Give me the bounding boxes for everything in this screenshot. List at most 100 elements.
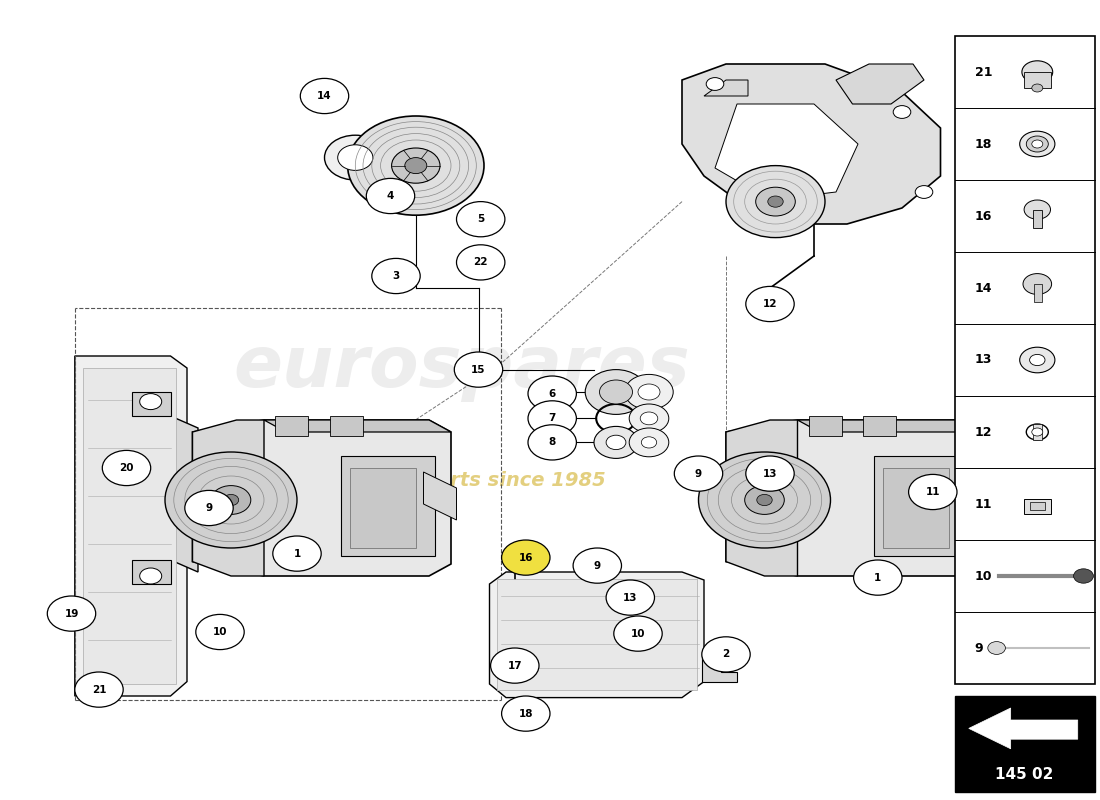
Text: 18: 18 <box>975 138 992 150</box>
Polygon shape <box>836 64 924 104</box>
Text: 13: 13 <box>975 354 992 366</box>
Polygon shape <box>715 104 858 200</box>
Circle shape <box>348 116 484 215</box>
Circle shape <box>629 404 669 433</box>
Text: 14: 14 <box>975 282 992 294</box>
Circle shape <box>1032 84 1043 92</box>
Circle shape <box>629 428 669 457</box>
Text: 10: 10 <box>212 627 228 637</box>
Text: 21: 21 <box>91 685 107 694</box>
Circle shape <box>1020 131 1055 157</box>
Text: 9: 9 <box>695 469 702 478</box>
Circle shape <box>1026 136 1048 152</box>
Circle shape <box>273 536 321 571</box>
Circle shape <box>392 148 440 183</box>
Bar <box>350 468 416 548</box>
Circle shape <box>698 452 830 548</box>
Bar <box>275 416 308 436</box>
Polygon shape <box>726 420 984 576</box>
Circle shape <box>372 258 420 294</box>
Circle shape <box>300 78 349 114</box>
Text: 2: 2 <box>723 650 729 659</box>
Circle shape <box>528 376 576 411</box>
Circle shape <box>366 178 415 214</box>
Bar <box>497 579 697 690</box>
Polygon shape <box>957 472 990 520</box>
Circle shape <box>600 380 632 404</box>
Circle shape <box>1030 354 1045 366</box>
Text: 4: 4 <box>387 191 394 201</box>
Circle shape <box>1032 428 1043 436</box>
Polygon shape <box>75 356 187 696</box>
Circle shape <box>756 187 795 216</box>
Text: 1: 1 <box>874 573 881 582</box>
Polygon shape <box>192 420 264 576</box>
Circle shape <box>75 672 123 707</box>
Polygon shape <box>798 420 984 432</box>
Bar <box>864 416 896 436</box>
Bar <box>1024 72 1050 88</box>
Polygon shape <box>192 420 451 576</box>
Polygon shape <box>490 572 704 698</box>
Circle shape <box>757 494 772 506</box>
Circle shape <box>502 696 550 731</box>
Bar <box>955 36 1094 684</box>
Bar <box>1033 424 1042 440</box>
Circle shape <box>594 426 638 458</box>
Polygon shape <box>726 420 798 576</box>
Text: 19: 19 <box>64 609 79 618</box>
Polygon shape <box>264 420 451 432</box>
Text: 6: 6 <box>549 389 556 398</box>
Circle shape <box>585 370 647 414</box>
Polygon shape <box>702 654 737 682</box>
Text: 7: 7 <box>549 414 556 423</box>
Circle shape <box>893 106 911 118</box>
Circle shape <box>674 456 723 491</box>
Text: 13: 13 <box>623 593 638 602</box>
Text: 8: 8 <box>549 438 556 447</box>
Bar <box>82 368 176 684</box>
Circle shape <box>726 166 825 238</box>
Bar <box>1034 284 1042 302</box>
Text: 9: 9 <box>594 561 601 570</box>
Circle shape <box>746 456 794 491</box>
Text: 22: 22 <box>473 258 488 267</box>
Text: 18: 18 <box>518 709 534 718</box>
Bar <box>808 416 842 436</box>
Circle shape <box>573 548 622 583</box>
Circle shape <box>1020 347 1055 373</box>
Text: 16: 16 <box>975 210 992 222</box>
Circle shape <box>1024 200 1050 219</box>
Text: eurospares: eurospares <box>233 334 691 402</box>
Text: 14: 14 <box>317 91 332 101</box>
Circle shape <box>915 186 933 198</box>
Circle shape <box>140 568 162 584</box>
Bar <box>955 696 1094 792</box>
Circle shape <box>456 202 505 237</box>
Circle shape <box>102 450 151 486</box>
Circle shape <box>638 384 660 400</box>
Circle shape <box>1022 61 1053 83</box>
Text: 3: 3 <box>393 271 399 281</box>
Circle shape <box>745 486 784 514</box>
Circle shape <box>768 196 783 207</box>
Polygon shape <box>704 80 748 96</box>
Text: a passion for parts since 1985: a passion for parts since 1985 <box>274 470 606 490</box>
Circle shape <box>454 352 503 387</box>
Bar <box>1024 499 1050 514</box>
Text: 11: 11 <box>925 487 940 497</box>
Circle shape <box>641 437 657 448</box>
Circle shape <box>405 158 427 174</box>
Text: 145 02: 145 02 <box>996 767 1054 782</box>
Circle shape <box>702 637 750 672</box>
Text: 13: 13 <box>762 469 778 478</box>
Circle shape <box>606 580 654 615</box>
Circle shape <box>223 494 239 506</box>
Circle shape <box>909 474 957 510</box>
Text: 17: 17 <box>507 661 522 670</box>
Circle shape <box>491 648 539 683</box>
Circle shape <box>338 145 373 170</box>
Circle shape <box>165 452 297 548</box>
Bar <box>341 456 434 556</box>
Text: 5: 5 <box>477 214 484 224</box>
